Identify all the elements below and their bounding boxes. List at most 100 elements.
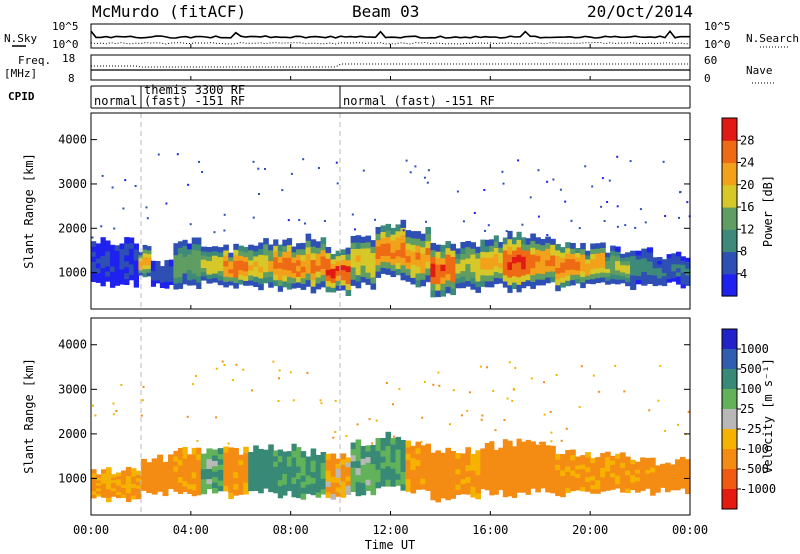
data-cell [330,470,337,477]
data-cell [375,227,382,234]
data-cell [610,255,616,261]
scatter-echo [686,201,689,204]
data-cell [268,467,274,475]
cpid-panel: CPID normal themis 3300 RF (fast) -151 R… [8,83,691,109]
data-cell [450,492,456,499]
data-cell [206,256,213,262]
scatter-echo [578,406,581,409]
data-cell [350,279,357,286]
data-cell [273,466,279,473]
data-cell [646,269,654,275]
data-cell [610,464,616,470]
data-cell [665,477,671,482]
data-cell [440,283,446,291]
data-cell [550,457,556,464]
data-cell [484,257,490,264]
data-cell [390,456,397,463]
data-cell [580,464,586,470]
data-cell [315,481,322,488]
data-cell [268,244,274,251]
data-cell [330,476,337,483]
data-cell [545,242,551,249]
data-cell [100,267,106,275]
data-cell [105,265,111,272]
data-cell [507,461,513,469]
data-cell [375,444,382,451]
data-cell [535,255,541,262]
scatter-echo [514,367,517,369]
data-cell [191,273,197,280]
data-cell [325,280,332,287]
data-cell [263,478,269,484]
data-cell [187,269,193,276]
data-cell [516,438,522,446]
data-cell [480,245,486,252]
data-cell [282,280,288,288]
data-cell [484,239,490,247]
data-cell [340,475,347,482]
data-cell [268,485,274,493]
data-cell [135,470,142,475]
data-cell [325,486,332,493]
data-cell [512,243,518,251]
data-cell [580,276,586,283]
data-cell [196,250,202,258]
scatter-echo [140,414,143,417]
data-cell [217,480,224,486]
data-cell [666,257,672,262]
data-cell [305,259,312,268]
data-cell [253,261,259,267]
nave-label: Nave [746,64,773,77]
data-cell [625,268,631,274]
data-cell [243,464,249,471]
scatter-echo [543,381,545,384]
data-cell [445,286,451,294]
data-cell [330,453,337,460]
data-cell [320,467,327,474]
data-cell [502,467,508,476]
data-cell [173,450,179,457]
colorbar-tick-label: -500 [740,462,769,476]
data-cell [680,280,686,285]
data-cell [502,482,508,490]
scatter-echo [664,429,667,432]
data-cell [545,474,551,481]
data-cell [151,476,158,482]
data-cell [445,266,451,274]
data-cell [340,259,347,266]
data-cell [502,453,508,462]
data-cell [646,247,654,253]
data-cell [525,467,531,475]
data-cell [142,244,148,250]
data-cell [484,454,490,462]
data-cell [610,278,616,284]
data-cell [106,484,112,490]
data-cell [460,453,466,459]
data-cell [385,438,392,446]
data-cell [110,271,116,278]
data-cell [130,479,137,485]
data-cell [191,471,197,479]
data-cell [595,262,601,269]
data-cell [228,453,234,461]
data-cell [489,474,495,482]
data-cell [630,485,636,491]
scatter-echo [354,228,356,231]
data-cell [187,243,193,250]
data-cell [177,253,184,260]
data-cell [450,451,456,458]
data-cell [233,265,239,272]
data-cell [625,264,631,270]
data-cell [258,242,264,249]
data-cell [345,283,352,290]
x-tick-label: 08:00 [273,523,309,537]
data-cell [502,280,508,288]
data-cell [610,269,616,275]
data-cell [300,451,307,458]
data-cell [206,274,213,280]
scatter-echo [425,220,427,223]
data-cell [164,260,170,265]
data-cell [405,268,412,276]
data-cell [375,264,382,272]
data-cell [489,441,495,449]
